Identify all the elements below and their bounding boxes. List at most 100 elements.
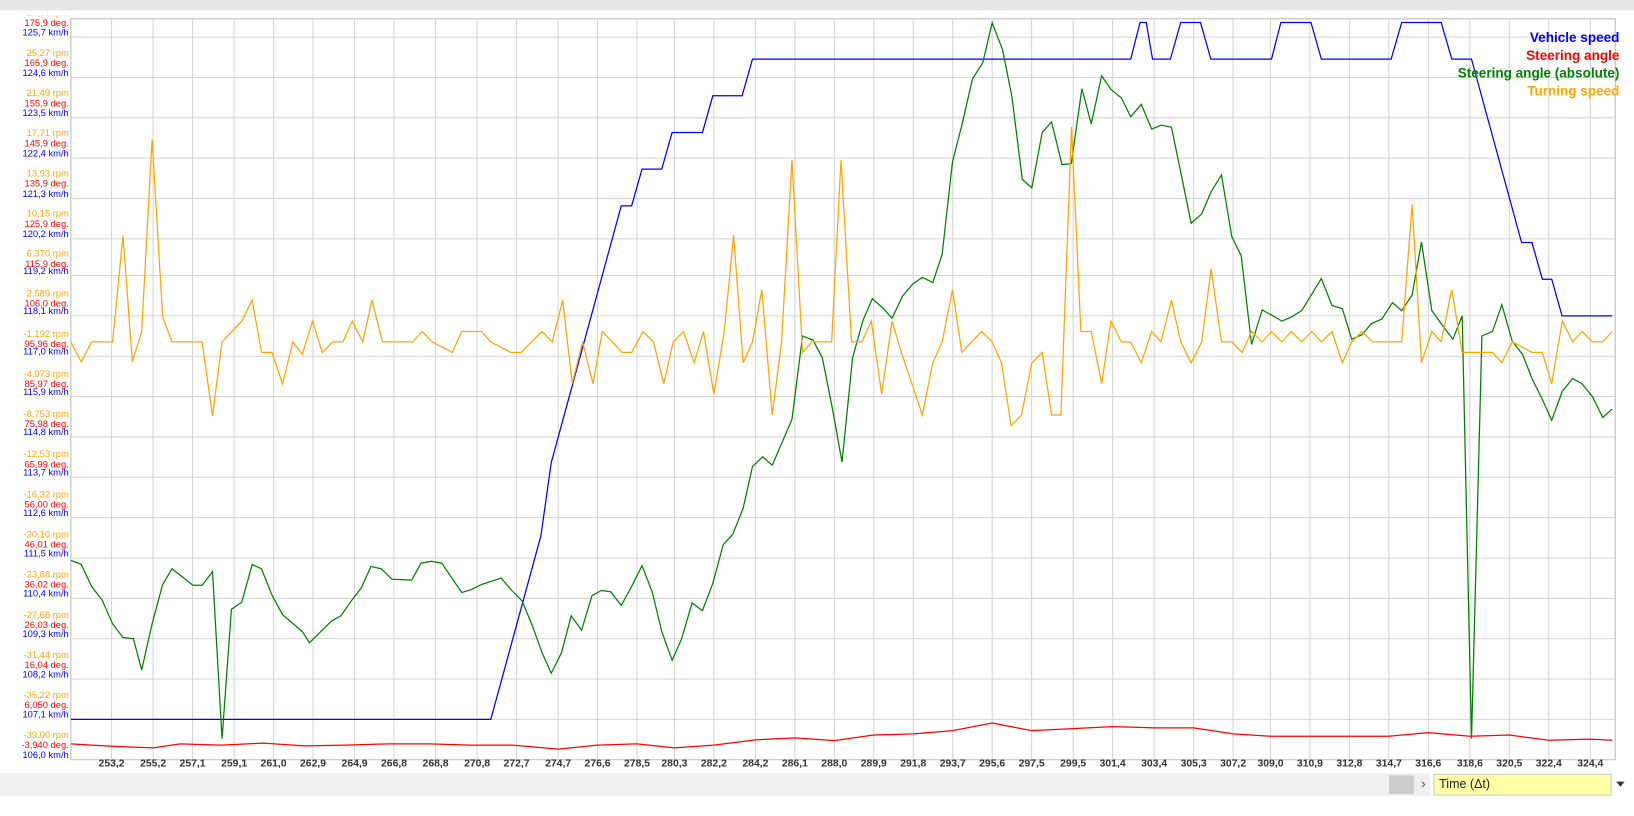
x-tick-label: 270,8 [464, 759, 490, 770]
y-tick-label: 112,6 km/h [23, 508, 69, 518]
y-tick-label: 46,01 deg. [25, 540, 69, 550]
series-line [70, 126, 1613, 427]
y-tick-label: -8,753 rpm [24, 409, 69, 419]
y-tick-label: 113,7 km/h [23, 468, 69, 478]
x-tick-label: 262,9 [300, 759, 326, 770]
y-tick-label: 56,00 deg. [25, 499, 69, 509]
series-line [70, 21, 1613, 720]
x-tick-label: 307,2 [1220, 759, 1246, 770]
y-tick-label: 13,93 rpm [27, 168, 69, 178]
y-tick-label: -4,973 rpm [24, 369, 69, 379]
y-tick-label: -23,88 rpm [24, 570, 69, 580]
y-tick-label: 21,49 rpm [27, 88, 69, 98]
x-tick-label: 288,0 [821, 759, 847, 770]
x-tick-label: 282,2 [701, 759, 727, 770]
y-tick-label: -27,66 rpm [24, 610, 69, 620]
y-tick-label: 107,1 km/h [22, 710, 68, 720]
y-tick-label: 114,8 km/h [23, 427, 69, 437]
y-tick-label: -20,10 rpm [24, 530, 69, 540]
x-tick-label: 255,2 [140, 759, 166, 770]
y-tick-label: 95,96 deg. [25, 339, 69, 349]
x-tick-label: 259,1 [221, 759, 247, 770]
y-tick-label: 155,9 deg. [25, 98, 69, 108]
x-tick-label: 284,2 [742, 759, 768, 770]
legend-entry: Steering angle (absolute) [1458, 66, 1620, 81]
y-tick-label: 106,0 deg. [25, 299, 69, 309]
x-tick-label: 324,4 [1577, 759, 1603, 770]
x-axis-labels: 253,2 255,2 257,1 259,1 261,0 262,9 264,9 266,8… [99, 759, 1604, 770]
legend-entry: Steering angle [1526, 48, 1620, 63]
y-tick-label: 125,9 deg. [25, 219, 69, 229]
y-tick-label: -12,53 rpm [24, 449, 69, 459]
y-tick-label: 36,02 deg. [25, 580, 69, 590]
y-tick-label: 106,0 km/h [22, 750, 68, 760]
y-tick-label: 26,03 deg. [25, 620, 69, 630]
y-tick-label: 135,9 deg. [25, 179, 69, 189]
legend-entry: Vehicle speed [1530, 30, 1620, 45]
y-tick-label: -16,32 rpm [24, 489, 69, 499]
x-axis-label: Time (Δt) [1439, 777, 1490, 791]
y-tick-label: 115,9 deg. [25, 259, 69, 269]
y-tick-label: 110,4 km/h [23, 589, 69, 599]
scrollbar-track[interactable] [0, 773, 1430, 797]
x-tick-label: 261,0 [261, 759, 287, 770]
top-bar [0, 0, 1634, 11]
y-tick-label: 17,71 rpm [27, 128, 69, 138]
y-tick-label: 119,2 km/h [23, 266, 69, 276]
y-tick-label: 65,99 deg. [25, 459, 69, 469]
x-tick-label: 318,6 [1457, 759, 1483, 770]
y-tick-label: 29,05 rpm [27, 8, 69, 18]
x-axis-selector[interactable] [1433, 773, 1612, 796]
x-tick-label: 299,5 [1060, 759, 1086, 770]
x-tick-label: 276,6 [585, 759, 611, 770]
y-tick-label: 125,7 km/h [22, 27, 68, 37]
x-tick-label: 305,3 [1181, 759, 1207, 770]
y-tick-label: 111,5 km/h [24, 548, 69, 558]
y-tick-label: 175,9 deg. [25, 18, 69, 28]
x-tick-label: 312,8 [1336, 759, 1362, 770]
y-tick-label: 122,4 km/h [22, 148, 68, 158]
y-tick-label: 117,0 km/h [23, 347, 69, 357]
y-tick-label: 108,2 km/h [22, 669, 68, 679]
x-tick-label: 293,7 [940, 759, 966, 770]
y-tick-label: 115,9 km/h [23, 387, 69, 397]
y-tick-label: 123,5 km/h [22, 108, 68, 118]
x-tick-label: 303,4 [1141, 759, 1167, 770]
x-tick-label: 264,9 [342, 759, 368, 770]
x-tick-label: 268,8 [423, 759, 449, 770]
legend-entry: Turning speed [1527, 83, 1619, 98]
y-tick-label: 75,98 deg. [25, 419, 69, 429]
y-tick-label: 6,370 rpm [27, 249, 69, 259]
x-tick-label: 322,4 [1536, 759, 1562, 770]
x-tick-label: 309,0 [1257, 759, 1283, 770]
x-tick-label: 295,6 [979, 759, 1005, 770]
y-tick-label: 2,589 rpm [27, 289, 69, 299]
y-tick-label: 120,2 km/h [22, 229, 68, 239]
scroll-right-arrow[interactable]: › [1421, 777, 1425, 791]
x-tick-label: 286,1 [782, 759, 808, 770]
y-tick-label: 25,27 rpm [27, 48, 69, 58]
scrollbar-thumb[interactable] [1389, 775, 1415, 795]
dropdown-arrow[interactable] [1616, 781, 1625, 787]
plot-area [70, 18, 1616, 761]
x-tick-label: 316,6 [1415, 759, 1441, 770]
y-tick-label: 124,6 km/h [22, 68, 68, 78]
x-tick-label: 320,5 [1496, 759, 1522, 770]
y-tick-label: -31,44 rpm [24, 650, 69, 660]
x-tick-label: 278,5 [624, 759, 650, 770]
legend: Vehicle speed Steering angle Steering angl… [1458, 30, 1620, 98]
x-tick-label: 257,1 [180, 759, 206, 770]
x-tick-label: 301,4 [1100, 759, 1126, 770]
x-tick-label: 274,7 [545, 759, 571, 770]
x-tick-label: 289,9 [861, 759, 887, 770]
y-tick-label: 85,97 deg. [25, 379, 69, 389]
y-tick-label: 6,050 deg. [25, 700, 69, 710]
y-tick-label: 145,9 deg. [25, 138, 69, 148]
x-tick-label: 314,7 [1376, 759, 1402, 770]
x-tick-label: 253,2 [99, 759, 125, 770]
series-line [70, 722, 1613, 750]
y-tick-label: 10,15 rpm [27, 208, 69, 218]
x-tick-label: 291,8 [900, 759, 926, 770]
x-tick-label: 297,5 [1019, 759, 1045, 770]
